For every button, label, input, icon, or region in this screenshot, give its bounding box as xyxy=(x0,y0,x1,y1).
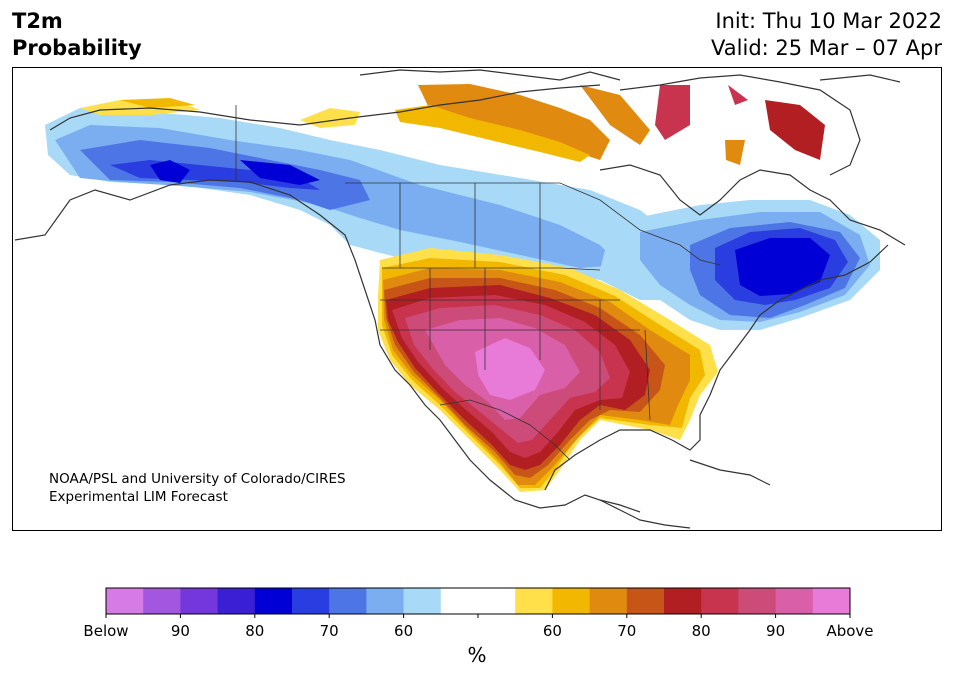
colorbar-tick-label: 90 xyxy=(766,622,786,640)
colorbar-swatch xyxy=(403,588,442,614)
attribution-credit: NOAA/PSL and University of Colorado/CIRE… xyxy=(49,470,346,506)
colorbar-swatch xyxy=(292,588,330,614)
colorbar-tick-label: 80 xyxy=(245,622,265,640)
colorbar-swatch xyxy=(775,588,814,614)
above-normal-shading xyxy=(80,84,825,492)
title-variable: T2m xyxy=(12,9,63,33)
colorbar-swatch xyxy=(254,588,293,614)
colorbar xyxy=(105,587,851,618)
init-date: Init: Thu 10 Mar 2022 xyxy=(715,9,942,33)
colorbar-tick-label: 60 xyxy=(542,622,562,640)
political-borders xyxy=(235,105,721,461)
colorbar-swatch xyxy=(366,588,405,614)
colorbar-swatch xyxy=(589,588,628,614)
colorbar-swatch xyxy=(812,588,851,614)
colorbar-swatch xyxy=(440,588,479,614)
colorbar-tick-label: 80 xyxy=(691,622,711,640)
valid-dates: Valid: 25 Mar – 07 Apr xyxy=(711,36,942,60)
title-subtitle: Probability xyxy=(12,36,142,60)
colorbar-swatch xyxy=(329,588,367,614)
colorbar-swatch xyxy=(180,588,219,614)
coastlines xyxy=(14,69,906,529)
forecast-dates: Init: Thu 10 Mar 2022 Valid: 25 Mar – 07… xyxy=(711,8,942,62)
below-normal-shading xyxy=(45,108,880,330)
colorbar-tick-label: 90 xyxy=(170,622,190,640)
colorbar-units: % xyxy=(467,643,487,667)
colorbar-swatch xyxy=(552,588,591,614)
colorbar-tick-label: 60 xyxy=(394,622,414,640)
colorbar-swatch xyxy=(478,588,516,614)
colorbar-swatch xyxy=(738,588,777,614)
colorbar-swatch xyxy=(515,588,553,614)
colorbar-swatch xyxy=(106,588,144,614)
probability-map xyxy=(12,67,942,531)
colorbar-tick-label: Below xyxy=(83,622,129,640)
colorbar-swatch xyxy=(664,588,702,614)
credit-line-1: NOAA/PSL and University of Colorado/CIRE… xyxy=(49,471,346,487)
credit-line-2: Experimental LIM Forecast xyxy=(49,489,228,505)
colorbar-swatch xyxy=(701,588,739,614)
colorbar-tick-label: Above xyxy=(826,622,874,640)
map-title: T2m Probability xyxy=(12,8,142,62)
colorbar-swatch xyxy=(626,588,665,614)
colorbar-tick-label: 70 xyxy=(319,622,339,640)
colorbar-swatch xyxy=(143,588,181,614)
colorbar-swatch xyxy=(217,588,256,614)
colorbar-tick-label: 70 xyxy=(617,622,637,640)
